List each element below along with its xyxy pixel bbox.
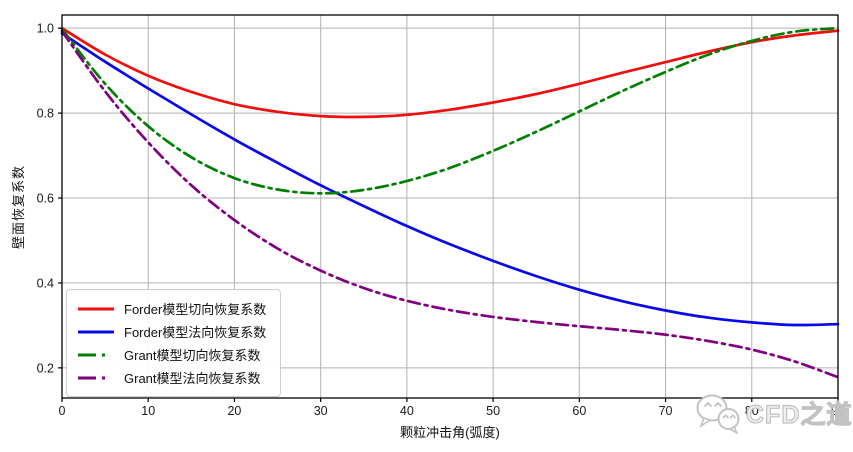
x-tick-label: 20	[227, 404, 241, 418]
legend-line-sample	[78, 376, 114, 379]
x-tick-label: 30	[314, 404, 328, 418]
legend-item-forder-tangential: Forder模型切向恢复系数	[77, 298, 266, 319]
series-line-0	[60, 26, 840, 119]
y-tick-label: 1.0	[37, 22, 54, 36]
x-tick-label: 10	[141, 404, 155, 418]
legend-line-sample	[78, 353, 114, 356]
x-tick-label: 90	[831, 404, 845, 418]
x-tick-label: 40	[400, 404, 414, 418]
series-line-2	[60, 26, 840, 195]
x-axis-title: 颗粒冲击角(弧度)	[400, 425, 500, 440]
legend-line-sample	[78, 330, 114, 333]
x-tick-label: 0	[59, 404, 66, 418]
legend: Forder模型切向恢复系数 Forder模型法向恢复系数 Grant模型切向恢…	[66, 289, 282, 397]
y-tick-label: 0.8	[37, 107, 54, 121]
x-tick-label: 70	[659, 404, 673, 418]
legend-line-sample	[78, 307, 114, 310]
legend-label: Forder模型切向恢复系数	[124, 302, 267, 317]
series-line-1	[60, 31, 840, 327]
legend-label: Forder模型法向恢复系数	[124, 325, 267, 340]
x-tick-label: 50	[486, 404, 500, 418]
legend-item-grant-tangential: Grant模型切向恢复系数	[77, 344, 266, 365]
plot-border	[61, 14, 839, 399]
y-tick-label: 0.2	[37, 361, 54, 375]
series-line-3	[60, 29, 840, 379]
y-tick-label: 0.6	[37, 192, 54, 206]
legend-label: Grant模型法向恢复系数	[124, 371, 261, 386]
x-tick-label: 80	[745, 404, 759, 418]
legend-item-grant-normal: Grant模型法向恢复系数	[77, 367, 266, 388]
legend-label: Grant模型切向恢复系数	[124, 348, 261, 363]
legend-item-forder-normal: Forder模型法向恢复系数	[77, 321, 266, 342]
x-tick-label: 60	[572, 404, 586, 418]
y-tick-label: 0.4	[37, 276, 54, 290]
y-axis-title: 壁面恢复系数	[11, 165, 26, 250]
